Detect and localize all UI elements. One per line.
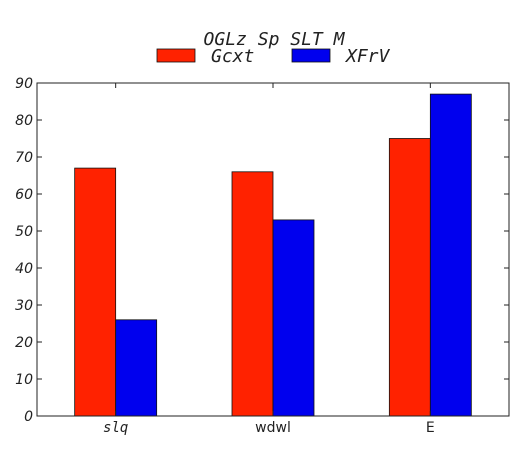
- y-tick-label: 80: [15, 113, 33, 129]
- legend: Gcxt XFrV: [156, 46, 391, 67]
- bar-Gcxt-E: [388, 138, 431, 417]
- chart-title: OGLz Sp SLT M: [204, 29, 346, 50]
- legend-swatch-XFrV: [291, 48, 331, 63]
- y-tick-label: 0: [24, 409, 33, 425]
- y-tick-label: 70: [15, 150, 33, 166]
- legend-swatch-Gcxt: [156, 48, 196, 63]
- y-tick-label: 90: [15, 76, 33, 92]
- y-tick-label: 10: [15, 372, 33, 388]
- legend-label-XFrV: XFrV: [344, 46, 391, 67]
- bar-Gcxt-wdwl: [231, 171, 274, 417]
- y-tick-label: 50: [15, 224, 33, 240]
- x-tick-label: E: [426, 420, 435, 436]
- bar-XFrV-wdwl: [272, 219, 315, 417]
- bar-Gcxt-slq: [74, 167, 117, 417]
- bar-XFrV-E: [429, 93, 472, 417]
- y-axis: 0 10 20 30 40 50 60 70 80 90: [15, 76, 509, 425]
- bar-XFrV-slq: [115, 319, 158, 417]
- y-tick-label: 40: [15, 261, 33, 277]
- x-tick-label: slq: [103, 420, 128, 436]
- y-tick-label: 20: [15, 335, 33, 351]
- legend-label-Gcxt: Gcxt: [211, 46, 254, 67]
- x-axis: slq wdwl E: [103, 83, 435, 436]
- x-tick-label: wdwl: [255, 420, 291, 436]
- y-tick-label: 30: [15, 298, 33, 314]
- bars: [74, 93, 472, 417]
- y-tick-label: 60: [15, 187, 33, 203]
